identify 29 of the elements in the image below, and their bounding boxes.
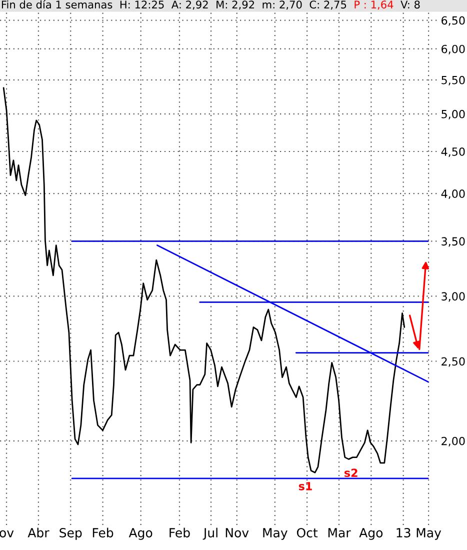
- annotation: s1: [298, 482, 312, 490]
- y-tick-label: 2,50: [442, 357, 465, 367]
- y-tick-label: 2,00: [442, 436, 465, 446]
- x-tick-label: Ago: [359, 528, 383, 540]
- x-tick-label: Mar: [328, 528, 351, 538]
- annotation: s2: [344, 468, 358, 478]
- text: V: 8: [400, 0, 420, 9]
- y-tick-label: 5,50: [442, 76, 465, 86]
- x-tick-label: Abr: [28, 528, 50, 538]
- x-tick-label: Ago: [128, 528, 152, 540]
- x-tick-label: ov: [0, 530, 14, 538]
- x-tick-label: Feb: [170, 528, 190, 538]
- x-tick-label: Jul: [202, 528, 218, 540]
- x-tick-label: Sep: [60, 528, 82, 540]
- y-tick-label: 3,00: [442, 292, 465, 302]
- x-tick-label: Nov: [226, 528, 249, 538]
- y-tick-label: 6,00: [442, 44, 465, 54]
- y-tick-label: 6,50: [442, 16, 465, 26]
- text: P : 1,64: [354, 0, 394, 10]
- chart-title: Fin de día 1 semanas H: 12:25 A: 2,92 M: 2,92 m: 2,70 C: 2,75: [2, 0, 346, 10]
- x-tick-label: Feb: [92, 528, 114, 538]
- y-tick-label: 4,50: [441, 147, 465, 158]
- x-tick-label: 13: [396, 528, 410, 538]
- x-tick-label: May: [263, 528, 288, 540]
- y-tick-label: 3,50: [442, 237, 465, 247]
- y-tick-label: 4,00: [441, 190, 465, 200]
- x-tick-label: Oct: [296, 528, 318, 538]
- x-tick-label: May: [416, 528, 442, 540]
- y-tick-label: 5,00: [442, 110, 465, 120]
